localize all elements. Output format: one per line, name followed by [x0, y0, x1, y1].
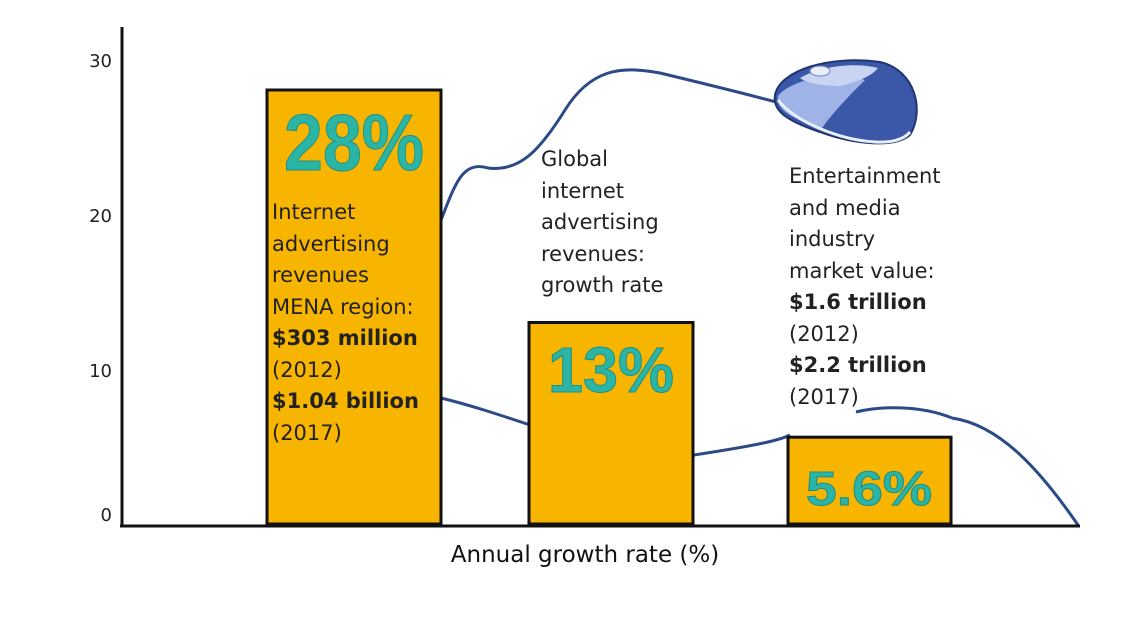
annotation-line: $2.2 trillion: [789, 353, 927, 377]
bar-value-label: 5.6%: [806, 463, 932, 516]
annotation-line: Entertainment: [789, 164, 941, 188]
annotation-line: (2017): [272, 420, 342, 445]
annotation-line: $1.6 trillion: [789, 290, 927, 314]
y-tick-label: 20: [89, 206, 112, 227]
mouse-cable-middle: [440, 396, 531, 427]
annotation-line: revenues: [272, 263, 369, 287]
mouse-cable-lower: [693, 433, 791, 457]
bar: [786, 435, 953, 526]
annotation-line: industry: [789, 227, 876, 251]
y-tick-label: 10: [89, 361, 112, 382]
annotation-line: Internet: [272, 200, 356, 224]
annotation-line: internet: [541, 178, 625, 203]
annotation-line: revenues:: [541, 241, 645, 266]
x-axis-label: Annual growth rate (%): [451, 542, 719, 568]
bar-annotation: Entertainment and media industry market val…: [789, 161, 941, 413]
annotation-line: $1.04 billion: [272, 389, 419, 413]
annotation-line: Global: [541, 147, 608, 171]
annotation-line: advertising: [541, 210, 659, 234]
annotation-line: advertising: [272, 231, 390, 256]
annotation-line: (2012): [272, 357, 342, 382]
annotation-line: MENA region:: [272, 294, 414, 319]
annotation-line: (2017): [789, 384, 859, 409]
bar: [527, 321, 695, 526]
bar-value-label: 13%: [548, 334, 674, 406]
bar-value-label: 28%: [284, 98, 424, 187]
y-tick-label: 30: [89, 51, 112, 72]
bar-annotation: Global internet advertising revenues: growth…: [541, 144, 663, 302]
annotation-line: market value:: [789, 258, 935, 283]
bar: [265, 88, 443, 526]
annotation-line: and media: [789, 195, 901, 220]
bar-annotation: Internet advertising revenues MENA region: $…: [272, 197, 419, 449]
computer-mouse-icon: [773, 59, 918, 145]
mouse-cable-tail: [855, 406, 1080, 526]
mouse-cable-upper: [439, 68, 781, 221]
annotation-line: (2012): [789, 321, 859, 346]
annotation-line: growth rate: [541, 273, 664, 297]
annotation-line: $303 million: [272, 326, 418, 350]
y-tick-label: 0: [101, 505, 112, 526]
